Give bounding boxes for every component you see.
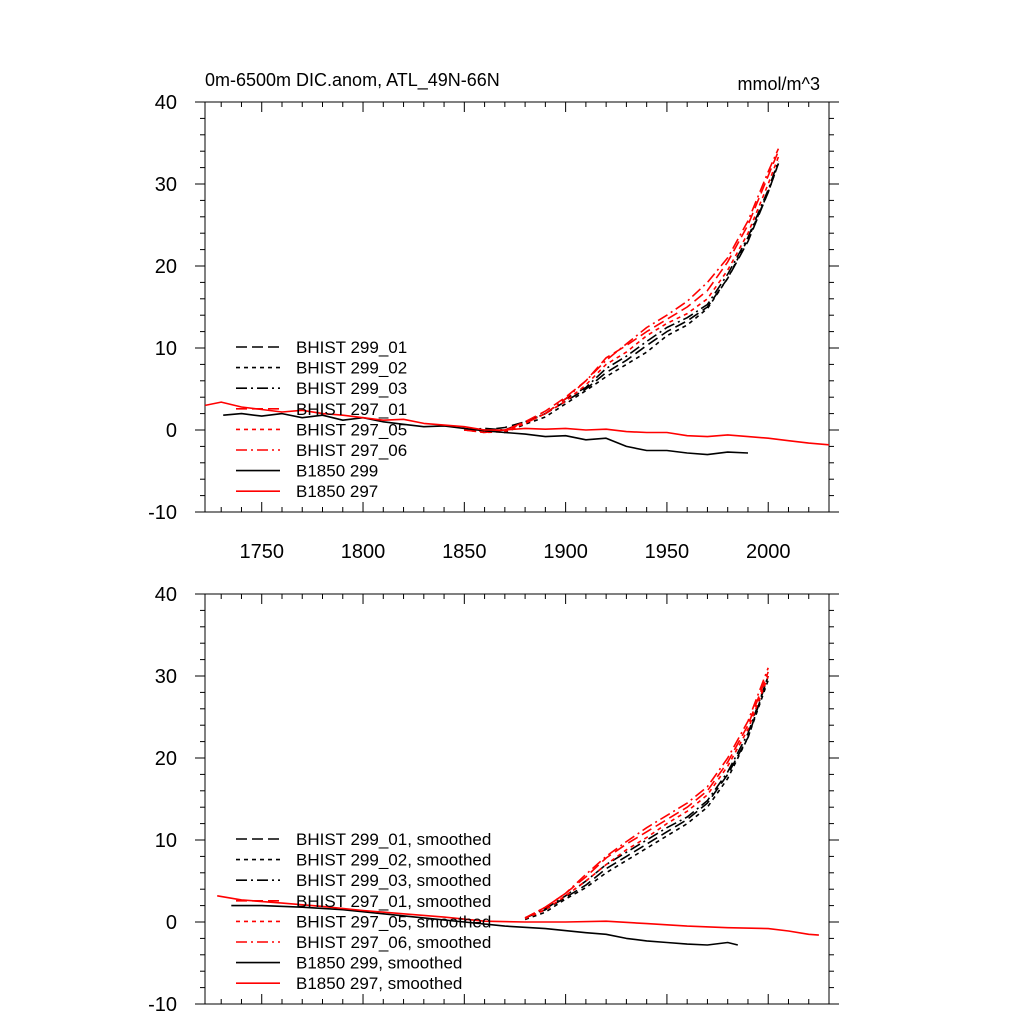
plot-frame: [204, 593, 830, 1005]
legend: BHIST 299_01, smoothed BHIST 299_02, smoo…: [236, 830, 491, 993]
legend-label: B1850 299, smoothed: [296, 954, 462, 973]
series-line-4: [464, 156, 780, 434]
legend-label: BHIST 297_01: [296, 400, 407, 419]
x-tick-label: 1850: [442, 541, 487, 563]
series-line-2: [464, 160, 780, 431]
series-group: [217, 667, 819, 946]
series-line-7: [217, 895, 819, 936]
legend-label: BHIST 299_02: [296, 359, 407, 378]
chart-title: 0m-6500m DIC.anom, ATL_49N-66N: [205, 70, 500, 91]
legend-label: BHIST 299_01, smoothed: [296, 830, 491, 849]
legend-label: BHIST 297_05: [296, 420, 407, 439]
legend-label: BHIST 299_03: [296, 379, 407, 398]
series-line-0: [464, 163, 780, 431]
legend-label: BHIST 297_01, smoothed: [296, 892, 491, 911]
plot-frame: [204, 101, 830, 513]
x-tick-label: 1800: [341, 541, 386, 563]
x-tick-label: 1750: [239, 541, 284, 563]
legend-label: B1850 297, smoothed: [296, 974, 462, 993]
legend-label: BHIST 297_05, smoothed: [296, 912, 491, 931]
y-tick-label: 10: [155, 830, 177, 852]
y-tick-label: 10: [155, 338, 177, 360]
y-tick-label: 40: [155, 584, 177, 606]
y-tick-label: 30: [155, 174, 177, 196]
x-tick-label: 2000: [746, 541, 791, 563]
series-line-2: [524, 675, 769, 919]
panel-top-chart: -10 0 10 20 30 40 1750 1800 1850 1900 1950 2000 0m-6…: [148, 70, 839, 563]
series-line-3: [524, 671, 769, 919]
legend-label: BHIST 297_06: [296, 441, 407, 460]
series-line-1: [524, 679, 769, 921]
series-line-3: [464, 150, 780, 434]
x-tick-label: 1950: [645, 541, 690, 563]
x-tick-label: 1900: [543, 541, 588, 563]
y-tick-label: -10: [148, 994, 177, 1016]
legend-label: B1850 297: [296, 482, 378, 501]
legend-label: B1850 299: [296, 462, 378, 481]
series-line-6: [231, 904, 738, 946]
legend-label: BHIST 299_03, smoothed: [296, 871, 491, 890]
series-line-0: [524, 675, 769, 919]
series-group: [205, 148, 829, 456]
legend-label: BHIST 299_01: [296, 338, 407, 357]
series-line-4: [524, 675, 769, 920]
series-line-7: [205, 401, 829, 446]
y-tick-label: -10: [148, 502, 177, 524]
legend-label: BHIST 299_02, smoothed: [296, 851, 491, 870]
y-tick-label: 20: [155, 748, 177, 770]
legend-label: BHIST 297_06, smoothed: [296, 933, 491, 952]
series-line-5: [464, 148, 780, 433]
y-tick-label: 0: [166, 912, 177, 934]
series-line-5: [524, 667, 769, 919]
y-tick-label: 0: [166, 420, 177, 442]
y-tick-label: 40: [155, 92, 177, 114]
y-tick-label: 30: [155, 666, 177, 688]
series-line-1: [464, 163, 780, 434]
y-tick-label: 20: [155, 256, 177, 278]
units-label: mmol/m^3: [738, 74, 820, 94]
